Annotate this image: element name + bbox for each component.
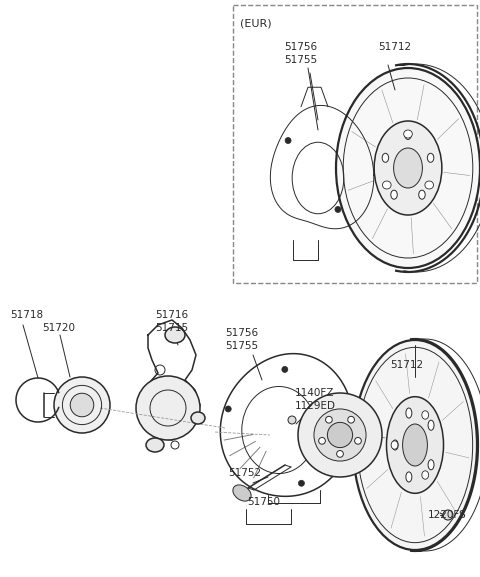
Text: 51756: 51756	[284, 42, 317, 52]
Ellipse shape	[391, 190, 397, 199]
Ellipse shape	[314, 409, 366, 461]
Ellipse shape	[319, 437, 325, 444]
Ellipse shape	[336, 68, 480, 268]
Circle shape	[443, 510, 453, 520]
Ellipse shape	[391, 441, 398, 449]
Text: 51756: 51756	[225, 328, 258, 338]
Ellipse shape	[355, 437, 361, 444]
Ellipse shape	[136, 376, 200, 440]
Text: 1220FS: 1220FS	[428, 510, 467, 520]
Ellipse shape	[191, 412, 205, 424]
Ellipse shape	[383, 181, 391, 189]
Ellipse shape	[327, 422, 353, 448]
Text: 51712: 51712	[378, 42, 411, 52]
Ellipse shape	[392, 440, 398, 450]
Ellipse shape	[427, 153, 434, 162]
Text: 51720: 51720	[42, 323, 75, 333]
Text: 51712: 51712	[390, 360, 423, 370]
Bar	[233, 5, 477, 283]
Ellipse shape	[405, 130, 411, 140]
Ellipse shape	[325, 417, 332, 423]
Text: 51755: 51755	[284, 55, 317, 65]
Text: (EUR): (EUR)	[240, 18, 272, 28]
Ellipse shape	[353, 340, 477, 550]
Text: 51718: 51718	[10, 310, 43, 320]
Text: 51716: 51716	[155, 310, 188, 320]
Ellipse shape	[428, 460, 434, 470]
Circle shape	[288, 416, 296, 424]
Ellipse shape	[406, 408, 412, 418]
Text: 1129ED: 1129ED	[295, 401, 336, 411]
Ellipse shape	[374, 121, 442, 215]
Text: 51715: 51715	[155, 323, 188, 333]
Ellipse shape	[146, 438, 164, 452]
Ellipse shape	[425, 181, 433, 189]
Text: 51750: 51750	[247, 497, 280, 507]
Ellipse shape	[70, 394, 94, 417]
Ellipse shape	[422, 471, 429, 479]
Ellipse shape	[394, 148, 422, 188]
Circle shape	[335, 207, 341, 212]
Ellipse shape	[298, 393, 382, 477]
Ellipse shape	[403, 424, 427, 466]
Ellipse shape	[233, 485, 251, 501]
Ellipse shape	[348, 417, 354, 423]
Ellipse shape	[406, 472, 412, 482]
Circle shape	[225, 406, 231, 412]
Ellipse shape	[382, 153, 389, 162]
Text: 1140FZ: 1140FZ	[295, 388, 335, 398]
Text: 51752: 51752	[228, 468, 261, 478]
Ellipse shape	[419, 190, 425, 199]
Ellipse shape	[422, 411, 429, 419]
Text: 51755: 51755	[225, 341, 258, 351]
Circle shape	[285, 137, 291, 144]
Circle shape	[299, 480, 304, 486]
Ellipse shape	[54, 377, 110, 433]
Ellipse shape	[428, 420, 434, 430]
Ellipse shape	[336, 451, 343, 457]
Ellipse shape	[165, 327, 185, 343]
Ellipse shape	[386, 397, 444, 493]
Ellipse shape	[404, 130, 412, 138]
Circle shape	[282, 366, 288, 372]
